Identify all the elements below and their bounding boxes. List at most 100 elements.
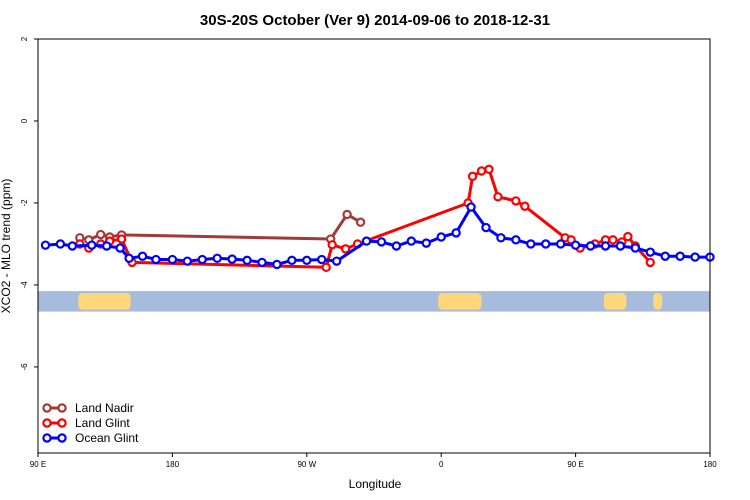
land-glint-point xyxy=(645,257,655,268)
land-glint-point xyxy=(321,262,331,273)
land-nadir-point xyxy=(355,217,366,227)
ocean-glint-point xyxy=(287,255,297,266)
legend-swatch-point xyxy=(42,418,52,428)
ocean-glint-point xyxy=(55,239,66,249)
land-mass-2 xyxy=(603,293,627,310)
ocean-glint-point xyxy=(675,251,685,261)
x-tick-label: 90 W xyxy=(297,460,316,469)
ocean-glint-point xyxy=(302,255,312,266)
ocean-glint-point xyxy=(645,247,655,257)
chart-title: 30S-20S October (Ver 9) 2014-09-06 to 20… xyxy=(200,12,550,29)
ocean-glint-point xyxy=(124,253,134,263)
series-layer xyxy=(40,164,715,273)
ocean-glint-point xyxy=(555,239,566,249)
ocean-glint-point xyxy=(331,256,342,266)
series-land-nadir xyxy=(75,209,366,245)
land-nadir-point xyxy=(96,229,106,240)
ocean-glint-point xyxy=(197,254,207,265)
ocean-glint-point xyxy=(421,238,431,248)
ocean-glint-point xyxy=(600,241,611,251)
x-tick-label: 90 E xyxy=(567,460,583,469)
legend-swatch-point xyxy=(57,418,67,428)
land-glint-point xyxy=(520,201,530,211)
ocean-glint-point xyxy=(690,252,700,262)
series-ocean-glint xyxy=(40,202,715,270)
land-glint-point xyxy=(116,234,127,244)
ocean-glint-point xyxy=(137,251,148,261)
x-tick-label: 180 xyxy=(166,460,180,469)
y-tick-label: -4 xyxy=(20,281,29,289)
land-nadir-point xyxy=(342,209,352,220)
land-glint-point xyxy=(327,240,337,250)
land-mass-1 xyxy=(438,293,482,310)
land-glint-point xyxy=(608,235,618,245)
land-glint-point xyxy=(623,231,633,242)
ocean-glint-point xyxy=(451,228,461,238)
legend-item-ocean-glint: Ocean Glint xyxy=(42,431,139,445)
ocean-glint-point xyxy=(526,239,536,249)
ocean-glint-point xyxy=(317,254,327,265)
ocean-glint-point xyxy=(481,222,491,233)
land-glint-point xyxy=(484,164,494,175)
ocean-glint-point xyxy=(570,240,581,250)
ocean-glint-point xyxy=(376,237,387,247)
ocean-glint-point xyxy=(87,240,97,250)
ocean-glint-point xyxy=(167,254,178,265)
ocean-glint-point xyxy=(660,251,670,261)
y-tick-label: -6 xyxy=(20,363,29,371)
ocean-glint-point xyxy=(101,241,112,251)
ocean-glint-point xyxy=(115,243,125,253)
y-axis-title: XCO2 - MLO trend (ppm) xyxy=(0,179,13,314)
legend-swatch-point xyxy=(57,433,67,443)
ocean-band xyxy=(38,291,710,312)
ocean-glint-point xyxy=(212,253,222,263)
ocean-glint-point xyxy=(585,241,596,251)
x-axis: 90 E 180 90 W 0 90 E 180 xyxy=(30,453,717,469)
ocean-glint-point xyxy=(67,241,78,251)
ocean-glint-point xyxy=(242,255,252,266)
plot-frame xyxy=(37,38,711,454)
land-glint-point xyxy=(340,244,351,254)
ocean-glint-point xyxy=(182,256,193,266)
land-mass-3 xyxy=(653,293,663,310)
ocean-glint-point xyxy=(630,243,641,253)
ocean-glint-point xyxy=(496,233,506,243)
ocean-glint-point xyxy=(227,254,237,264)
ocean-glint-point xyxy=(272,259,282,270)
ocean-glint-point xyxy=(541,239,551,249)
y-tick-label: 0 xyxy=(20,118,29,123)
ocean-glint-point xyxy=(466,202,476,212)
legend-label: Land Nadir xyxy=(75,401,134,415)
ocean-glint-point xyxy=(391,241,402,251)
ocean-glint-point xyxy=(361,236,372,246)
land-ocean-strip xyxy=(38,291,710,312)
ocean-glint-point xyxy=(511,235,521,245)
x-axis-title: Longitude xyxy=(349,477,402,491)
legend-item-land-nadir: Land Nadir xyxy=(42,401,134,415)
x-tick-label: 0 xyxy=(439,460,444,469)
x-tick-label: 180 xyxy=(703,460,717,469)
ocean-glint-point xyxy=(40,240,51,250)
legend-swatch-point xyxy=(42,403,52,413)
land-mass-0 xyxy=(78,293,131,310)
x-tick-label: 90 E xyxy=(30,460,46,469)
legend-item-land-glint: Land Glint xyxy=(42,416,130,430)
legend-label: Ocean Glint xyxy=(75,431,139,445)
ocean-glint-point xyxy=(406,236,417,246)
land-glint-line xyxy=(79,167,652,269)
series-land-glint xyxy=(75,164,655,273)
land-glint-point xyxy=(467,171,478,182)
land-glint-point xyxy=(511,196,521,206)
land-glint-point xyxy=(476,166,487,176)
ocean-glint-point xyxy=(257,257,267,268)
ocean-glint-point xyxy=(436,232,446,242)
y-tick-label: 2 xyxy=(20,36,29,41)
legend-swatch-point xyxy=(42,433,52,443)
legend-label: Land Glint xyxy=(75,416,130,430)
y-axis: 2 0 -2 -4 -6 xyxy=(20,36,38,370)
ocean-glint-point xyxy=(615,241,626,251)
legend-swatch-point xyxy=(57,403,67,413)
ocean-glint-point xyxy=(151,254,161,265)
